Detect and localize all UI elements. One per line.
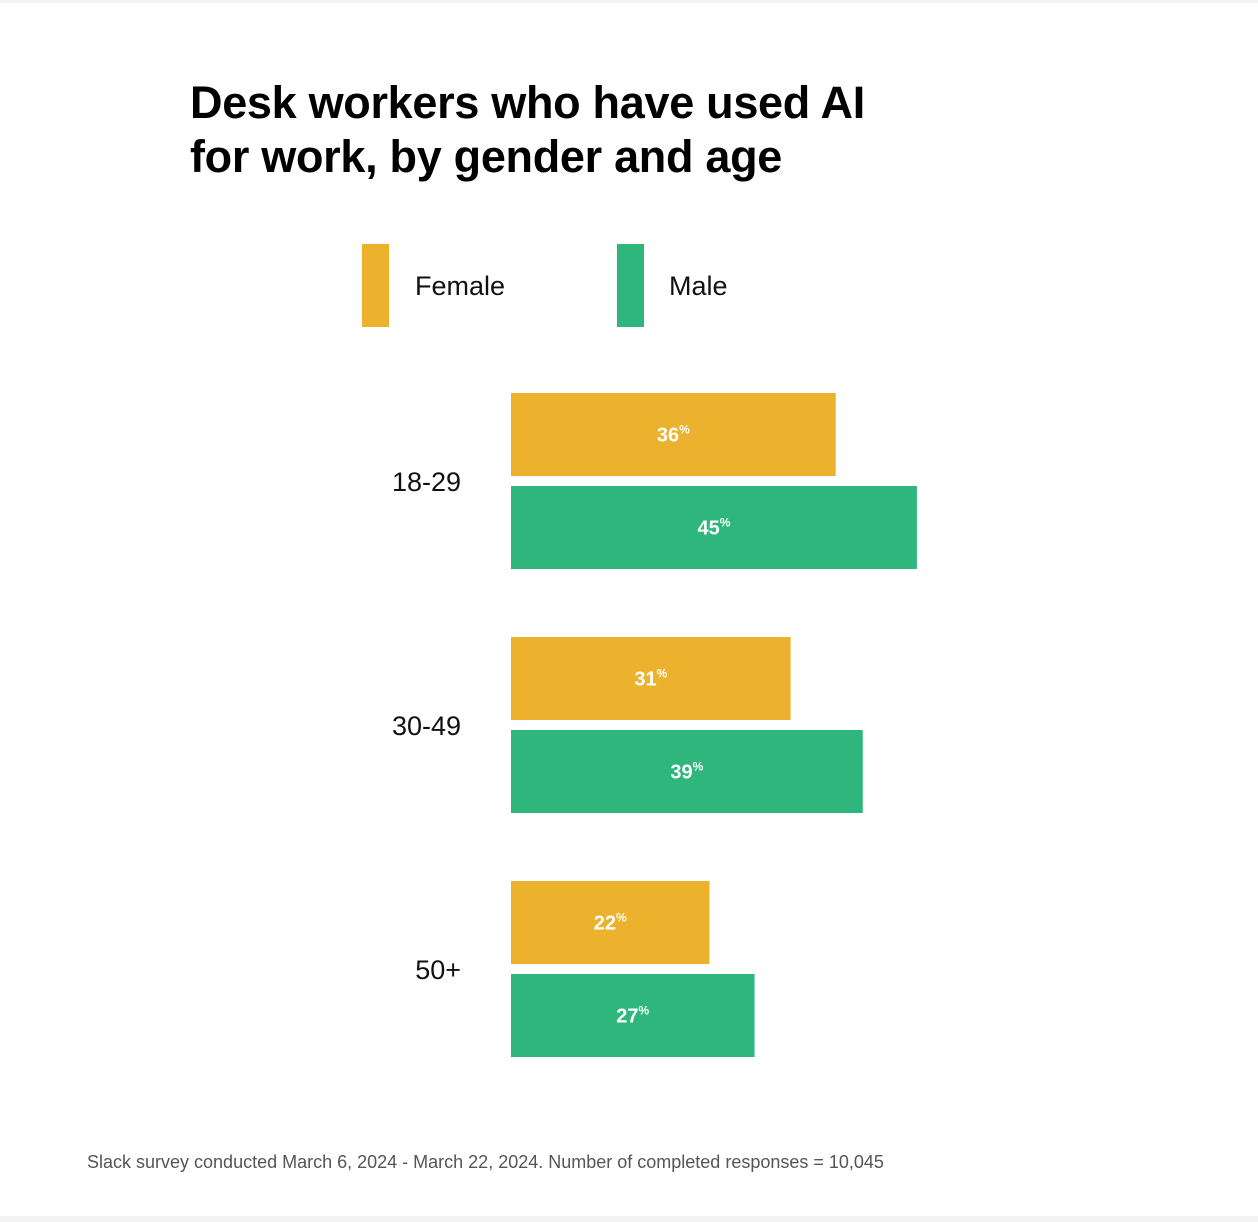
legend-swatch-male <box>617 244 644 327</box>
top-border <box>0 0 1258 3</box>
category-label-30-49: 30-49 <box>392 711 461 741</box>
bar-male-18-29 <box>511 486 917 569</box>
bar-male-30-49 <box>511 730 863 813</box>
chart-title-line-2: for work, by gender and age <box>190 131 783 182</box>
bottom-border <box>0 1216 1258 1222</box>
legend-label-male: Male <box>669 271 728 301</box>
chart-title-line-1: Desk workers who have used AI <box>190 77 865 128</box>
source-footnote: Slack survey conducted March 6, 2024 - M… <box>87 1152 884 1172</box>
bar-male-50 <box>511 974 755 1057</box>
category-label-18-29: 18-29 <box>392 467 461 497</box>
chart-title: Desk workers who have used AI for work, … <box>190 76 1010 184</box>
bar-female-50 <box>511 881 710 964</box>
legend-swatch-female <box>362 244 389 327</box>
legend-label-female: Female <box>415 271 506 301</box>
category-label-50: 50+ <box>415 955 461 985</box>
bar-female-18-29 <box>511 393 836 476</box>
bar-female-30-49 <box>511 637 791 720</box>
